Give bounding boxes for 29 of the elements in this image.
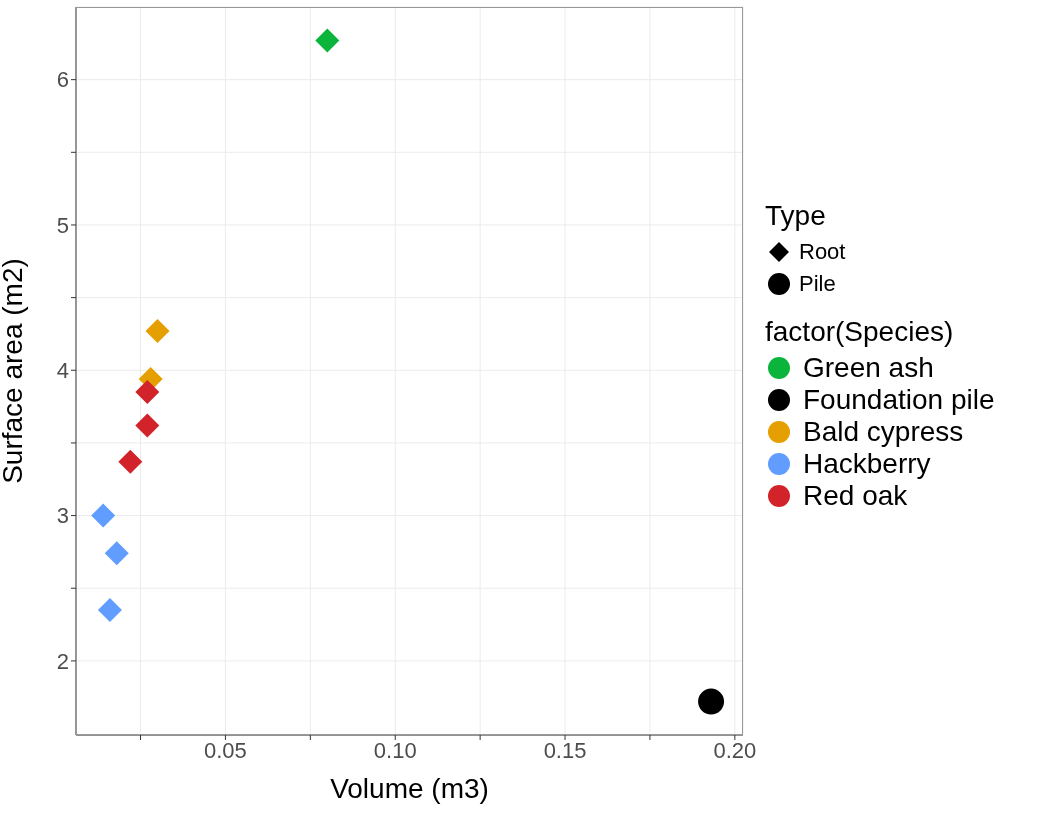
legend-label: Foundation pile	[803, 384, 995, 416]
text: Pile	[799, 271, 836, 297]
point	[97, 598, 122, 623]
x-tick-label: 0.20	[713, 737, 757, 763]
point	[91, 503, 116, 528]
y-tick-label: 6	[56, 67, 69, 93]
x-tick-label: 0.05	[204, 737, 247, 763]
y-tick-label: 3	[56, 503, 69, 529]
legend-title: factor(Species)	[765, 316, 955, 348]
text: Type	[765, 200, 827, 232]
legend-label: Green ash	[803, 352, 934, 384]
y-tick-label: 2	[56, 648, 69, 674]
y-tick-label: 4	[56, 358, 69, 384]
y-tick-label: 5	[56, 212, 69, 238]
point	[135, 413, 160, 438]
y-axis-title: Surface area (m2)	[0, 258, 28, 484]
x-tick-label: 0.15	[543, 737, 587, 763]
point	[145, 319, 170, 344]
point	[698, 688, 725, 715]
point	[315, 28, 340, 53]
x-tick-label: 0.10	[373, 737, 417, 763]
text: Root	[799, 239, 846, 265]
x-axis-title: Volume (m3)	[330, 773, 489, 804]
legend-label: Hackberry	[803, 448, 931, 480]
point	[104, 541, 129, 566]
legend-label: Bald cypress	[803, 416, 964, 448]
point	[135, 380, 160, 405]
legend-label: Red oak	[803, 480, 908, 512]
point	[118, 449, 143, 474]
